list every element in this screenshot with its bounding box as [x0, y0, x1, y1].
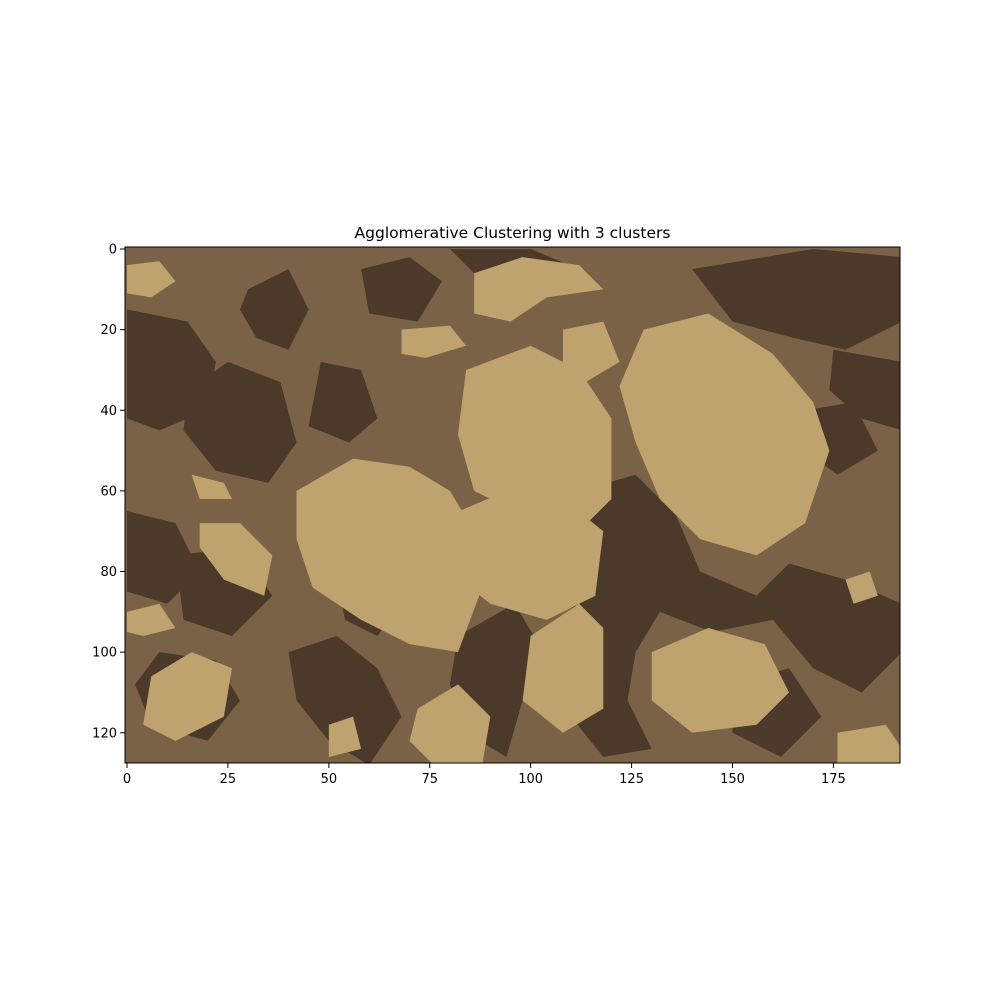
cluster-2-region-27: [296, 458, 483, 653]
x-tick-label: 125: [619, 772, 644, 787]
x-tick-label: 0: [123, 772, 131, 787]
cluster-2-region-35: [651, 627, 789, 733]
cluster-0-region-7: [829, 349, 900, 430]
cluster-2-region-30: [191, 474, 232, 499]
y-tick-label: 0: [109, 243, 117, 258]
cluster-0-region-4: [361, 257, 442, 322]
cluster-2-region-32: [143, 652, 232, 741]
x-tick-label: 75: [421, 772, 438, 787]
cluster-0-region-3: [308, 361, 378, 443]
x-tick-label: 100: [518, 772, 543, 787]
cluster-2-region-29: [199, 523, 273, 596]
cluster-2-region-33: [409, 684, 491, 763]
cluster-2-region-28: [449, 490, 604, 620]
cluster-2-region-25: [458, 345, 612, 532]
plot-frame: [124, 246, 901, 764]
y-tick-label: 80: [100, 565, 117, 580]
cluster-2-region-22: [127, 261, 176, 298]
cluster-0-region-12: [288, 636, 402, 763]
x-tick-label: 175: [821, 772, 846, 787]
cluster-2-region-21: [474, 257, 604, 322]
cluster-2-region-34: [522, 603, 604, 733]
cluster-0-region-0: [240, 269, 309, 350]
cluster-0-region-11: [554, 474, 900, 757]
cluster-2-region-31: [127, 603, 176, 637]
y-tick-label: 40: [100, 404, 117, 419]
y-tick-label: 120: [92, 726, 117, 741]
x-tick-label: 150: [720, 772, 745, 787]
cluster-2-region-23: [401, 325, 467, 358]
chart-title: Agglomerative Clustering with 3 clusters: [355, 224, 671, 242]
cluster-0-region-6: [692, 249, 900, 350]
cluster-0-region-2: [183, 361, 297, 483]
heatmap-regions: [127, 249, 900, 763]
x-axis: 0 25 50 75 100 125 150 175: [123, 763, 846, 787]
cluster-2-region-26: [619, 313, 830, 556]
x-tick-label: 25: [220, 772, 237, 787]
y-axis: 0 20 40 60 80 100 120: [92, 243, 125, 741]
y-tick-label: 100: [92, 646, 117, 661]
cluster-2-region-36: [837, 724, 900, 763]
y-tick-label: 20: [100, 323, 117, 338]
cluster-2-region-37: [328, 716, 362, 757]
y-tick-label: 60: [100, 484, 117, 499]
cluster-2-region-38: [845, 571, 878, 604]
x-tick-label: 50: [321, 772, 338, 787]
